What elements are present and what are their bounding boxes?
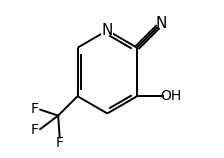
Bar bbox=[101, 26, 113, 35]
Text: F: F bbox=[56, 136, 64, 150]
Text: F: F bbox=[31, 123, 39, 137]
Text: F: F bbox=[31, 102, 39, 116]
Text: N: N bbox=[156, 16, 167, 31]
Bar bbox=[31, 126, 39, 133]
Bar bbox=[157, 19, 166, 27]
Bar bbox=[31, 106, 39, 113]
Text: N: N bbox=[102, 23, 113, 38]
Text: OH: OH bbox=[160, 89, 182, 103]
Bar bbox=[164, 92, 178, 100]
Bar bbox=[56, 139, 64, 146]
